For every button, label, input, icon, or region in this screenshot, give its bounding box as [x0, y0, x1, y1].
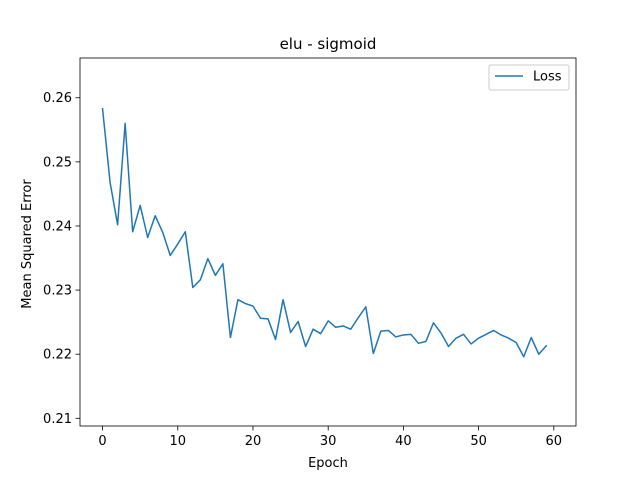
x-tick-label: 0: [98, 434, 106, 449]
y-tick-label: 0.22: [43, 348, 72, 363]
x-tick-label: 10: [169, 434, 186, 449]
legend-box: [488, 64, 570, 91]
y-tick-label: 0.21: [43, 412, 72, 427]
x-tick-label: 50: [470, 434, 487, 449]
x-tick-label: 60: [546, 434, 563, 449]
x-tick-label: 20: [245, 434, 262, 449]
x-axis-label: Epoch: [308, 456, 348, 471]
legend: Loss: [488, 64, 570, 91]
x-tick-label: 30: [320, 434, 337, 449]
y-tick-label: 0.24: [43, 219, 72, 234]
x-tick-label: 40: [395, 434, 412, 449]
chart-title: elu - sigmoid: [280, 35, 377, 53]
y-tick-label: 0.25: [43, 155, 72, 170]
series-line-loss: [101, 107, 548, 358]
y-tick-label: 0.23: [43, 284, 72, 299]
legend-label: Loss: [533, 70, 562, 85]
y-tick-label: 0.26: [43, 91, 72, 106]
y-axis-label: Mean Squared Error: [20, 179, 35, 309]
plot-area: 0 10 20 30 40 50 60 0.21 0.22 0.23 0.24 0.25 0.26: [43, 57, 577, 449]
